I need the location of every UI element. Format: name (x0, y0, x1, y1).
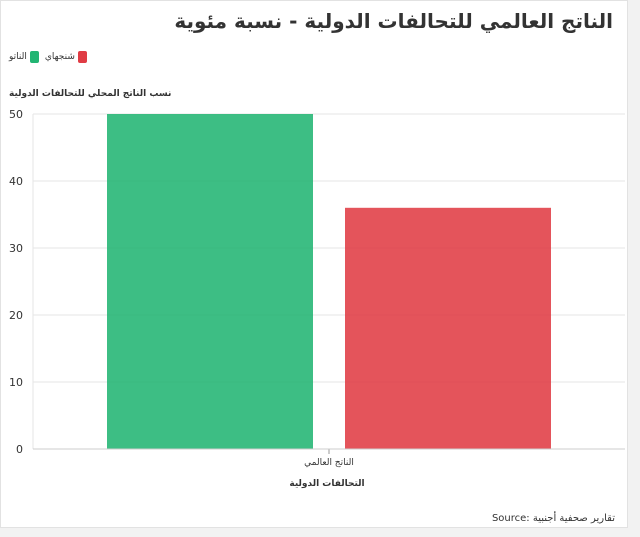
legend-item-nato[interactable]: الناتو (9, 51, 39, 63)
chart-title: الناتج العالمي للتحالفات الدولية - نسبة … (174, 9, 613, 33)
bar-nato (107, 114, 313, 449)
x-tick-label: الناتج العالمي (304, 458, 354, 468)
legend-item-sco[interactable]: شنجهاي (45, 51, 87, 63)
y-tick-label: 10 (9, 376, 23, 389)
legend-label-nato: الناتو (9, 52, 27, 62)
chart-card: الناتج العالمي للتحالفات الدولية - نسبة … (0, 0, 628, 528)
bar-sco (345, 207, 551, 449)
y-tick-label: 0 (16, 443, 23, 456)
x-axis-title: التحالفات الدولية (289, 479, 365, 489)
legend: الناتو شنجهاي (9, 51, 87, 63)
legend-label-sco: شنجهاي (44, 52, 75, 62)
y-tick-label: 30 (9, 242, 23, 255)
y-axis-title: نسب الناتج المحلي للتحالفات الدولية (9, 89, 172, 99)
plot-area: 0 10 20 30 40 50 الناتج العالمي (9, 108, 625, 468)
y-tick-label: 50 (9, 108, 23, 121)
y-tick-label: 40 (9, 175, 23, 188)
y-tick-label: 20 (9, 309, 23, 322)
source-note: Source: تقارير صحفية أجنبية (491, 513, 615, 524)
legend-swatch-sco (77, 51, 87, 63)
legend-swatch-nato (29, 51, 39, 63)
